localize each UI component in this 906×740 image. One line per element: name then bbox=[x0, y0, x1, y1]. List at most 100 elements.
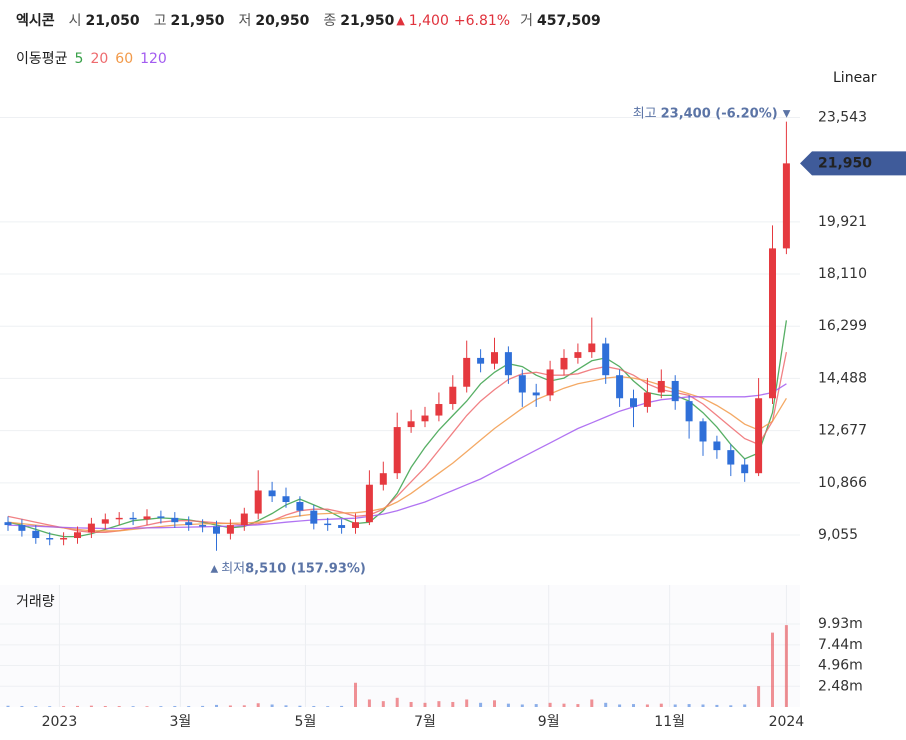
volume-bar bbox=[62, 706, 66, 707]
volume-bar bbox=[159, 706, 163, 707]
candle-body bbox=[129, 517, 137, 520]
volume-bar bbox=[715, 704, 719, 707]
volume-bar bbox=[298, 705, 302, 707]
volume-bar bbox=[465, 699, 469, 707]
candle-body bbox=[574, 352, 582, 358]
x-tick-label: 9월 bbox=[538, 714, 560, 730]
y-tick-label: 7.44m bbox=[818, 637, 863, 653]
x-tick-label: 7월 bbox=[414, 714, 436, 730]
candle-body bbox=[32, 530, 40, 539]
volume-bar bbox=[659, 703, 663, 707]
moving-average bbox=[7, 351, 788, 533]
volume-bar bbox=[493, 700, 496, 707]
max-text: 23,400 (-6.20%) bbox=[661, 106, 778, 121]
y-tick-label: 2.48m bbox=[818, 678, 863, 694]
candle-body bbox=[643, 392, 651, 407]
candle-body bbox=[352, 522, 359, 528]
candle-body bbox=[685, 401, 693, 422]
candle-body bbox=[324, 523, 332, 526]
candle-body bbox=[240, 513, 248, 526]
candle-body bbox=[504, 352, 512, 376]
candle-body bbox=[782, 163, 790, 249]
candle-body bbox=[18, 525, 26, 531]
field-value: 21,050 bbox=[86, 13, 140, 29]
y-tick-label: 23,543 bbox=[818, 109, 867, 125]
candle-body bbox=[755, 398, 763, 474]
volume-bar bbox=[6, 705, 10, 707]
volume-bar bbox=[451, 701, 455, 707]
candle-body bbox=[727, 450, 735, 465]
volume-bar bbox=[173, 705, 177, 707]
candle-body bbox=[518, 375, 526, 393]
volume-bar bbox=[20, 705, 24, 707]
candle-body bbox=[199, 525, 207, 527]
candle-body bbox=[546, 369, 554, 396]
legend-entry: 20 bbox=[90, 51, 108, 67]
volume-value: 457,509 bbox=[537, 13, 601, 29]
volume-bar bbox=[548, 702, 552, 707]
scale-toggle[interactable]: Linear bbox=[833, 70, 877, 86]
candle-body bbox=[407, 421, 415, 428]
stock-name: 엑시콘 bbox=[16, 12, 55, 29]
volume-bar bbox=[534, 704, 538, 707]
candle-body bbox=[671, 380, 679, 402]
candle-body bbox=[393, 427, 401, 474]
last-price-tag bbox=[800, 151, 906, 176]
field-label: 고 bbox=[154, 13, 167, 29]
candle-body bbox=[226, 525, 234, 534]
candle-body bbox=[491, 352, 498, 364]
candle-body bbox=[4, 522, 12, 526]
candle-body bbox=[713, 441, 721, 451]
y-tick-label: 4.96m bbox=[818, 658, 863, 674]
volume-title: 거래량 bbox=[16, 594, 55, 610]
volume-bar bbox=[354, 682, 357, 707]
volume-label: 거 bbox=[520, 13, 533, 29]
candle-body bbox=[171, 517, 179, 523]
candle-body bbox=[282, 496, 290, 503]
candle-body bbox=[741, 464, 749, 474]
x-tick-label: 2023 bbox=[42, 714, 78, 730]
candle-body bbox=[60, 538, 68, 540]
candle-body bbox=[602, 343, 610, 376]
candle-body bbox=[46, 538, 54, 540]
x-tick-label: 5월 bbox=[295, 714, 317, 730]
y-tick-label: 12,677 bbox=[818, 423, 867, 439]
candle-body bbox=[157, 516, 165, 518]
volume-bar bbox=[673, 704, 677, 707]
x-tick-label: 2024 bbox=[769, 714, 805, 730]
volume-bar bbox=[34, 706, 38, 707]
candle-body bbox=[115, 517, 123, 520]
volume-bar bbox=[89, 705, 93, 707]
candle-body bbox=[296, 502, 304, 511]
y-tick-label: 19,921 bbox=[818, 214, 867, 230]
volume-bar bbox=[242, 705, 246, 707]
candle-body bbox=[268, 490, 276, 497]
candle-body bbox=[379, 473, 387, 485]
volume-bar bbox=[48, 706, 52, 707]
candle-body bbox=[560, 357, 568, 370]
y-tick-label: 14,488 bbox=[818, 370, 867, 386]
field-value: 21,950 bbox=[340, 13, 394, 29]
candle-body bbox=[463, 357, 471, 387]
volume-bar bbox=[576, 704, 580, 707]
volume-bar bbox=[604, 702, 608, 707]
volume-bar bbox=[687, 704, 691, 707]
field-label: 종 bbox=[323, 13, 336, 29]
volume-bar bbox=[701, 704, 705, 707]
max-arrow: ▼ bbox=[783, 109, 791, 120]
volume-bar bbox=[423, 702, 427, 707]
volume-bar bbox=[145, 706, 149, 707]
legend-title: 이동평균 bbox=[16, 51, 68, 67]
moving-average bbox=[7, 375, 787, 532]
legend-entry: 120 bbox=[140, 51, 167, 67]
candle-body bbox=[421, 415, 429, 422]
volume-bar bbox=[187, 706, 191, 707]
x-tick-label: 3월 bbox=[169, 714, 191, 730]
max-label: 최고 bbox=[633, 106, 657, 121]
candle-body bbox=[630, 398, 637, 407]
field-label: 저 bbox=[238, 13, 251, 29]
legend-entry: 60 bbox=[115, 51, 133, 67]
candle-body bbox=[74, 532, 81, 539]
volume-bar bbox=[506, 703, 510, 707]
